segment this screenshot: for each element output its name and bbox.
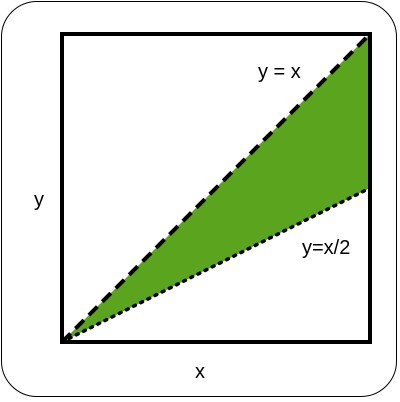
line-y-equals-x	[60, 32, 372, 344]
upper-line-label: y = x	[258, 61, 301, 83]
diagram-card: y = x y=x/2 y x	[1, 1, 397, 397]
line-y-equals-half-x	[60, 186, 372, 344]
lower-line-label: y=x/2	[302, 237, 350, 259]
x-axis-label: x	[195, 361, 205, 383]
y-axis-label: y	[34, 189, 44, 211]
